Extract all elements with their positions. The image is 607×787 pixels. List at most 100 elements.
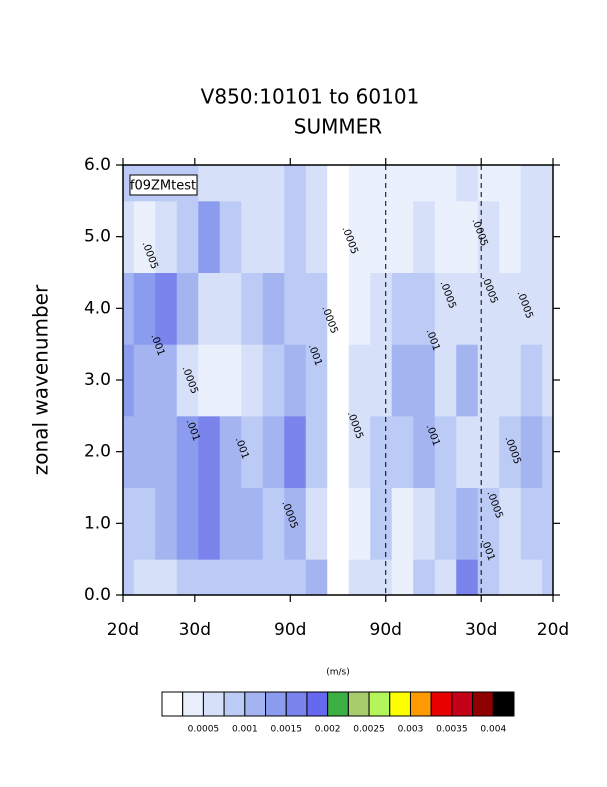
contour-cell xyxy=(241,415,264,488)
contour-cell xyxy=(155,487,178,560)
colorbar-units: (m/s) xyxy=(326,668,350,678)
contour-cell xyxy=(456,272,479,345)
contour-cell xyxy=(327,272,350,345)
contour-cell xyxy=(542,200,553,273)
colorbar-tick-label: 0.0025 xyxy=(353,725,385,735)
contour-cell xyxy=(219,344,242,417)
contour-cell xyxy=(133,415,156,488)
contour-cell xyxy=(305,487,328,560)
y-tick-label: 6.0 xyxy=(84,155,111,175)
contour-cell xyxy=(123,559,135,595)
contour-cell xyxy=(456,415,479,488)
y-tick-label: 3.0 xyxy=(84,370,111,390)
contour-cell xyxy=(370,200,393,273)
colorbar-box xyxy=(368,691,391,717)
contour-cell xyxy=(391,415,414,488)
contour-cell xyxy=(542,165,553,202)
contour-cell xyxy=(219,415,242,488)
contour-cell xyxy=(520,165,543,202)
contour-cell xyxy=(477,559,500,595)
y-tick-label: 0.0 xyxy=(84,585,111,605)
contour-cell xyxy=(133,344,156,417)
y-tick-label: 2.0 xyxy=(84,442,111,462)
contour-cell xyxy=(370,344,393,417)
contour-cell xyxy=(241,272,264,345)
contour-cell xyxy=(176,344,199,417)
contour-cell xyxy=(219,487,242,560)
contour-cell xyxy=(155,200,178,273)
contour-cell xyxy=(542,272,553,345)
contour-cell xyxy=(348,200,371,273)
colorbar-box xyxy=(244,691,267,717)
y-axis-label: zonal wavenumber xyxy=(29,284,53,475)
contour-cell xyxy=(176,415,199,488)
colorbar-tick-label: 0.0015 xyxy=(270,725,302,735)
contour-cell xyxy=(391,200,414,273)
contour-cell xyxy=(391,559,414,595)
contour-cell xyxy=(434,487,457,560)
contour-cell xyxy=(241,487,264,560)
contour-cell xyxy=(284,415,307,488)
contour-cell xyxy=(327,487,350,560)
contour-cell xyxy=(520,559,543,595)
contour-cell xyxy=(305,415,328,488)
chart-title: V850:10101 to 60101 xyxy=(201,85,420,109)
y-tick-label: 4.0 xyxy=(84,298,111,318)
contour-cell xyxy=(434,165,457,202)
contour-cell xyxy=(348,272,371,345)
contour-cell xyxy=(219,200,242,273)
x-tick-label: 30d xyxy=(465,620,497,640)
contour-cell xyxy=(391,272,414,345)
contour-cell xyxy=(348,415,371,488)
colorbar-box xyxy=(306,691,329,717)
contour-cell xyxy=(198,165,221,202)
contour-cell xyxy=(155,415,178,488)
contour-cell xyxy=(434,415,457,488)
chart-subtitle: SUMMER xyxy=(294,115,382,139)
contour-cell xyxy=(477,272,500,345)
contour-cell xyxy=(499,165,522,202)
contour-cell xyxy=(370,415,393,488)
x-tick-label: 30d xyxy=(179,620,211,640)
colorbar-box xyxy=(451,691,474,717)
contour-cell xyxy=(241,559,264,595)
contour-cell xyxy=(499,344,522,417)
contour-cell xyxy=(262,487,285,560)
colorbar-box xyxy=(430,691,453,717)
x-tick-label: 20d xyxy=(107,620,139,640)
contour-cell xyxy=(370,165,393,202)
contour-cell xyxy=(219,272,242,345)
contour-cell xyxy=(477,487,500,560)
contour-cell xyxy=(499,415,522,488)
contour-cell xyxy=(520,487,543,560)
colorbar-box xyxy=(389,691,411,717)
contour-cell xyxy=(434,200,457,273)
colorbar-box xyxy=(347,691,370,717)
contour-cell xyxy=(327,200,350,273)
contour-cell xyxy=(262,344,285,417)
contour-cell xyxy=(262,200,285,273)
colorbar-box xyxy=(492,691,515,717)
contour-cell xyxy=(370,272,393,345)
colorbar-box xyxy=(285,691,308,717)
contour-cell xyxy=(284,559,307,595)
contour-cell xyxy=(284,165,307,202)
contour-cell xyxy=(520,272,543,345)
contour-cell xyxy=(176,559,199,595)
contour-cell xyxy=(262,415,285,488)
contour-cell xyxy=(123,487,135,560)
contour-cell xyxy=(520,200,543,273)
contour-cell xyxy=(477,415,500,488)
contour-cell xyxy=(434,559,457,595)
colorbar-box xyxy=(472,691,494,717)
contour-cell xyxy=(413,415,436,488)
contour-cell xyxy=(262,559,285,595)
colorbar-tick-label: 0.0005 xyxy=(188,725,220,735)
contour-cell xyxy=(241,344,264,417)
contour-cell xyxy=(499,272,522,345)
contour-cell xyxy=(305,165,328,202)
contour-cell xyxy=(391,165,414,202)
contour-cell xyxy=(370,487,393,560)
contour-cell xyxy=(348,165,371,202)
